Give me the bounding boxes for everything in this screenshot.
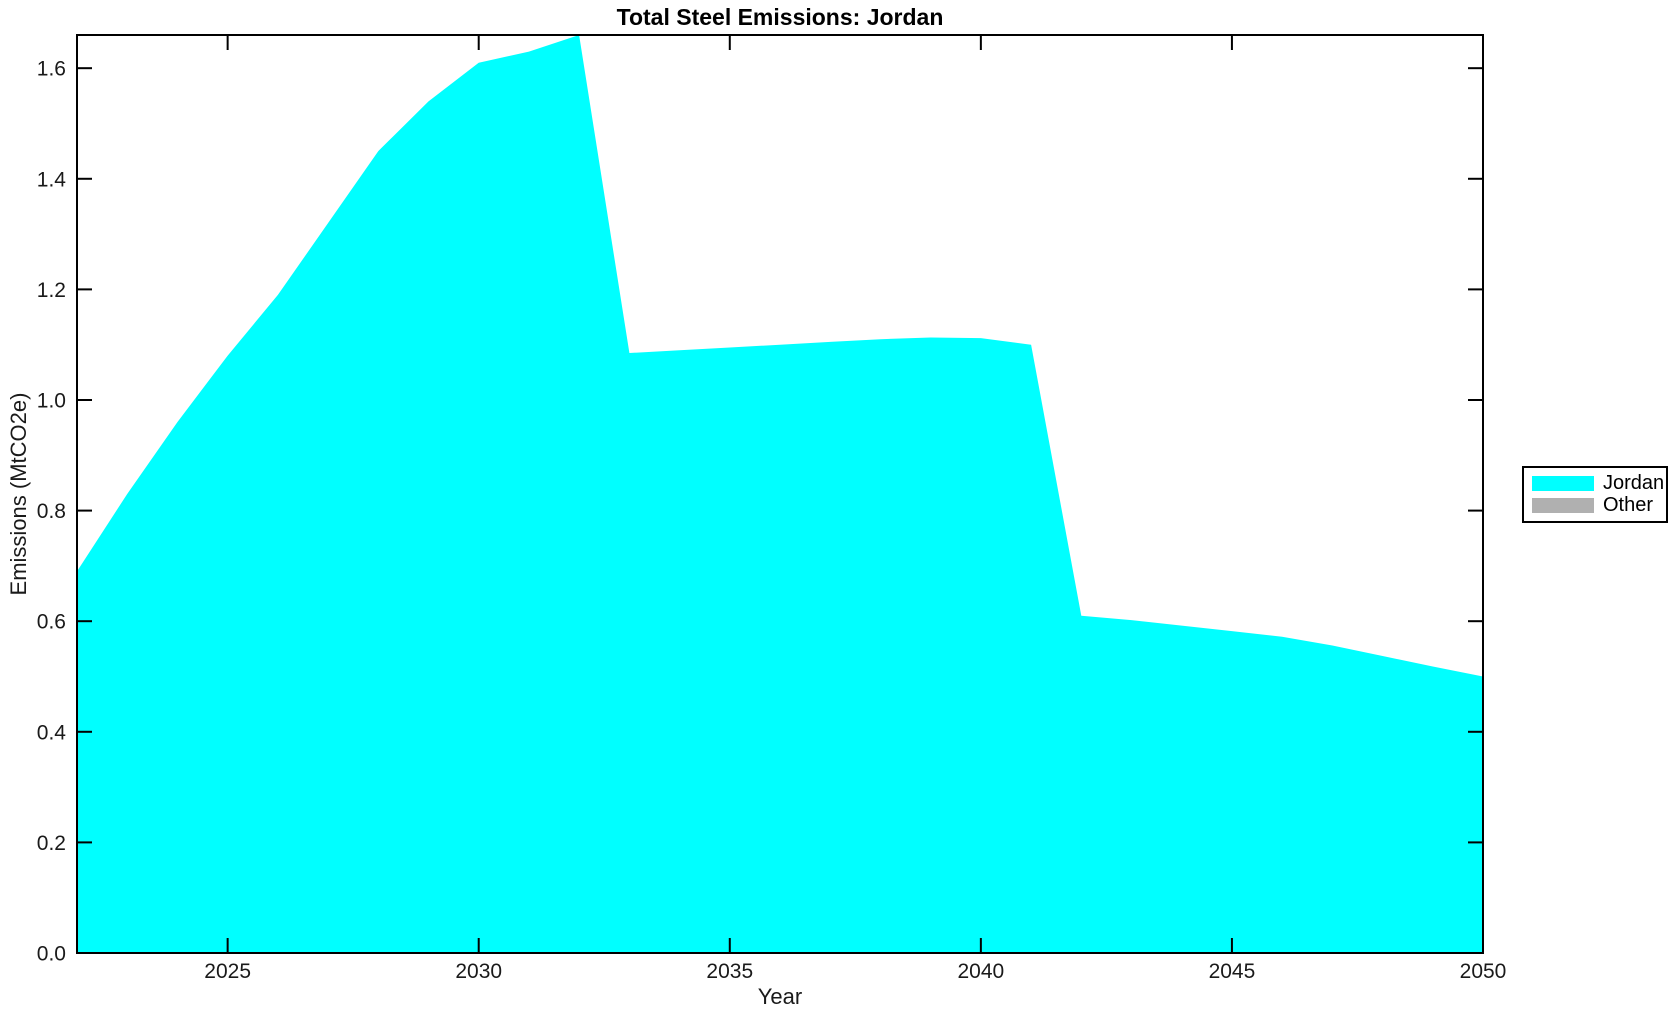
area-series-layer bbox=[77, 35, 1483, 953]
y-tick-label: 1.0 bbox=[37, 389, 66, 412]
y-tick-label: 1.4 bbox=[37, 168, 67, 191]
chart-title: Total Steel Emissions: Jordan bbox=[617, 4, 944, 30]
plot-border bbox=[76, 34, 1484, 954]
x-tick-label: 2030 bbox=[455, 960, 502, 983]
x-axis-label: Year bbox=[758, 984, 802, 1009]
legend-item-jordan: Jordan bbox=[1532, 473, 1664, 493]
other-swatch bbox=[1532, 497, 1594, 513]
legend-label-other: Other bbox=[1603, 494, 1654, 516]
area-series-jordan bbox=[77, 35, 1483, 953]
y-tick-label: 0.4 bbox=[37, 721, 67, 744]
y-axis-label: Emissions (MtCO2e) bbox=[6, 393, 31, 596]
y-tick-label: 0.2 bbox=[37, 832, 66, 855]
y-tick-label: 0.8 bbox=[37, 500, 66, 523]
x-tick-label: 2050 bbox=[1460, 960, 1507, 983]
legend-item-other: Other bbox=[1532, 494, 1658, 516]
x-tick-label: 2035 bbox=[706, 960, 753, 983]
y-tick-label: 0.0 bbox=[37, 943, 66, 966]
y-tick-label: 0.6 bbox=[37, 611, 66, 634]
legend-label-jordan: Jordan bbox=[1603, 472, 1665, 494]
legend: Jordan Other bbox=[1522, 466, 1668, 523]
jordan-swatch bbox=[1532, 475, 1594, 491]
y-tick-label: 1.2 bbox=[37, 279, 66, 302]
x-tick-label: 2045 bbox=[1209, 960, 1256, 983]
x-tick-label: 2040 bbox=[957, 960, 1004, 983]
y-tick-label: 1.6 bbox=[37, 58, 66, 81]
x-tick-label: 2025 bbox=[204, 960, 251, 983]
